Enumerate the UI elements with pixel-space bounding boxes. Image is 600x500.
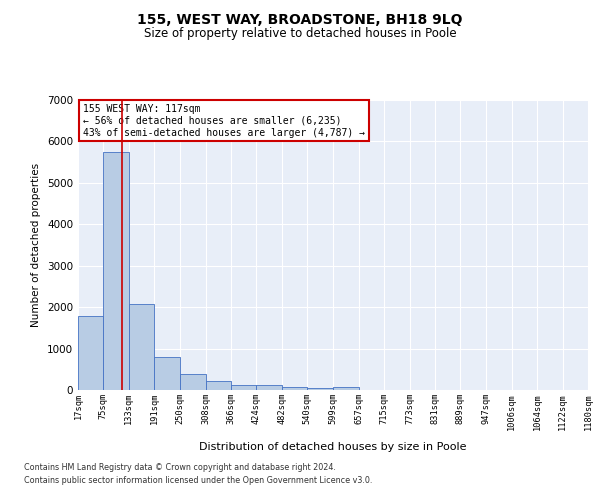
Bar: [129, 304, 154, 390]
Text: Contains HM Land Registry data © Crown copyright and database right 2024.: Contains HM Land Registry data © Crown c…: [24, 464, 336, 472]
Bar: [206, 381, 231, 390]
Text: 155, WEST WAY, BROADSTONE, BH18 9LQ: 155, WEST WAY, BROADSTONE, BH18 9LQ: [137, 12, 463, 26]
Text: Contains public sector information licensed under the Open Government Licence v3: Contains public sector information licen…: [24, 476, 373, 485]
Bar: [231, 386, 256, 390]
Bar: [78, 316, 103, 390]
Bar: [333, 387, 359, 390]
Bar: [180, 374, 206, 390]
Bar: [282, 387, 307, 390]
Text: Distribution of detached houses by size in Poole: Distribution of detached houses by size …: [199, 442, 467, 452]
Bar: [154, 357, 180, 390]
Text: Size of property relative to detached houses in Poole: Size of property relative to detached ho…: [143, 28, 457, 40]
Y-axis label: Number of detached properties: Number of detached properties: [31, 163, 41, 327]
Bar: [256, 386, 282, 390]
Text: 155 WEST WAY: 117sqm
← 56% of detached houses are smaller (6,235)
43% of semi-de: 155 WEST WAY: 117sqm ← 56% of detached h…: [83, 104, 365, 138]
Bar: [103, 152, 129, 390]
Bar: [307, 388, 333, 390]
